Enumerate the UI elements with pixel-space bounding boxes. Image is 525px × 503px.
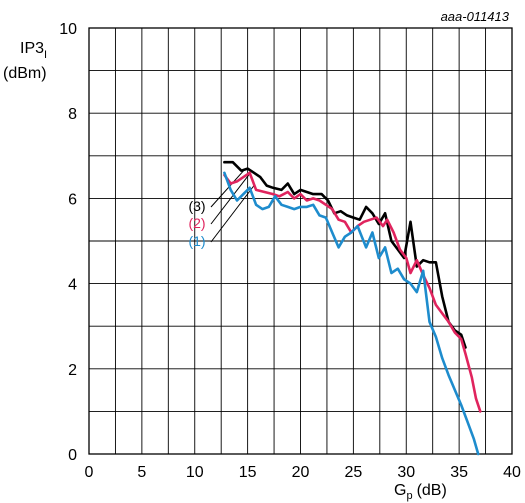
series-layer <box>223 160 482 456</box>
series-line-3 <box>223 160 467 349</box>
series-leader-1 <box>210 185 255 243</box>
series-label-2: (2) <box>188 215 205 231</box>
y-tick-label: 6 <box>68 191 77 208</box>
x-tick-label: 15 <box>239 464 257 481</box>
x-tick-labels: 0 5 10 15 20 25 30 35 40 <box>85 464 521 481</box>
y-tick-labels: 0 2 4 6 8 10 <box>59 21 77 464</box>
y-axis-label: IP3I <box>20 40 47 61</box>
reference-id: aaa-011413 <box>441 9 510 24</box>
x-tick-label: 0 <box>85 464 94 481</box>
y-tick-label: 10 <box>59 21 77 38</box>
series-leader-3 <box>210 168 246 208</box>
y-tick-label: 4 <box>68 277 77 294</box>
plot-frame <box>88 27 513 455</box>
y-tick-label: 0 <box>68 447 77 464</box>
series-line-2 <box>223 171 482 413</box>
y-axis-unit: (dBm) <box>3 65 47 82</box>
x-tick-label: 20 <box>292 464 310 481</box>
x-tick-label: 35 <box>450 464 468 481</box>
x-tick-label: 25 <box>344 464 362 481</box>
y-tick-label: 2 <box>68 362 77 379</box>
x-axis-label: Gp (dB) <box>394 482 447 502</box>
series-labels: (3)(2) (1) <box>188 198 205 249</box>
series-label-1: (1) <box>188 233 205 249</box>
x-tick-label: 5 <box>137 464 146 481</box>
y-tick-label: 8 <box>68 106 77 123</box>
series-line-1 <box>223 171 480 456</box>
x-tick-label: 10 <box>186 464 204 481</box>
x-tick-label: 30 <box>397 464 415 481</box>
series-leader-2 <box>210 173 251 225</box>
series-label-leaders <box>210 168 255 243</box>
x-tick-label: 40 <box>503 464 521 481</box>
series-label-3: (3) <box>188 198 205 214</box>
